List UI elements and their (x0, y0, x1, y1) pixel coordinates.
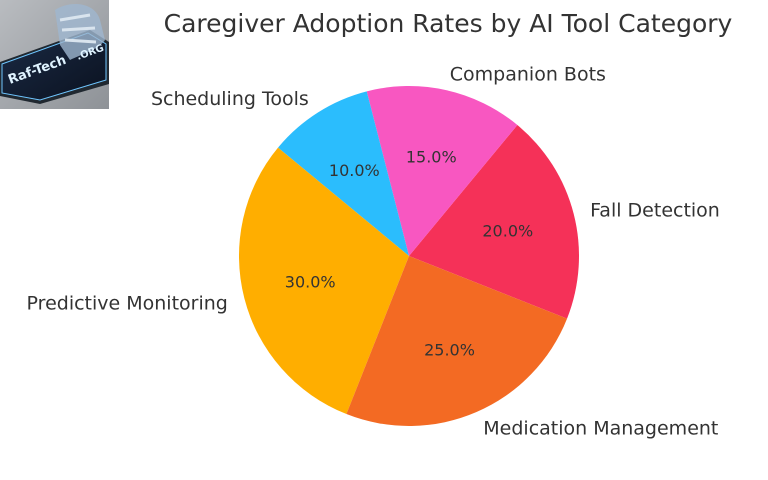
category-labels: Fall Detection Companion Bots Scheduling T… (27, 64, 720, 440)
category-label: Predictive Monitoring (27, 293, 228, 315)
category-label: Medication Management (483, 418, 718, 440)
chart-title: Caregiver Adoption Rates by AI Tool Cate… (164, 9, 733, 38)
pie-slice-fall-detection (409, 125, 580, 319)
percent-label: 10.0% (329, 161, 380, 180)
category-label: Scheduling Tools (151, 88, 309, 110)
pie-slice-predictive-monitoring (239, 147, 409, 415)
pie-slice-companion-bots (366, 86, 518, 257)
raf-tech-logo: Raf-Tech .ORG (0, 0, 109, 109)
pie-slice-scheduling-tools (278, 91, 409, 256)
percent-label: 30.0% (285, 272, 336, 291)
percent-label: 25.0% (424, 341, 475, 360)
category-label: Companion Bots (450, 64, 606, 86)
pie-slices (239, 86, 580, 427)
percent-label: 15.0% (406, 147, 457, 166)
percent-label: 20.0% (482, 222, 533, 241)
pie-slice-medication-management (346, 256, 568, 427)
category-label: Fall Detection (590, 199, 720, 221)
percent-labels: 20.0% 15.0% 10.0% 30.0% 25.0% (285, 147, 533, 359)
